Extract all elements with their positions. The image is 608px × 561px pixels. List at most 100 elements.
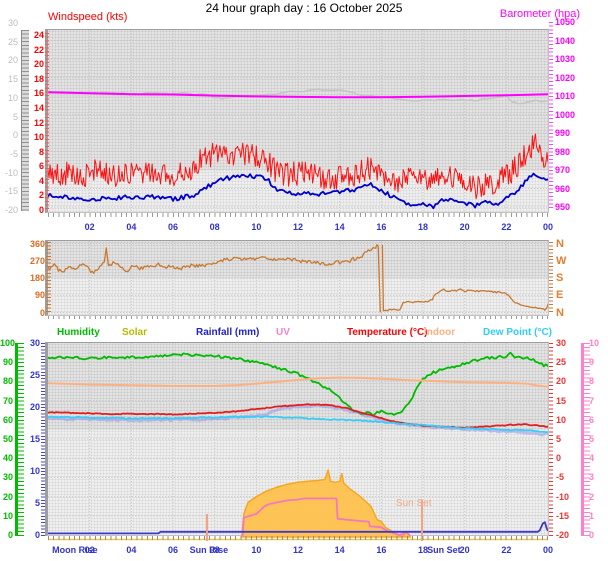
tick-strip-3 bbox=[46, 242, 51, 314]
sunset-annotation: Sun Set bbox=[395, 498, 432, 509]
tick-strip-4 bbox=[549, 242, 553, 314]
tick-strip-8 bbox=[581, 343, 590, 536]
axis-label-temp_right: -20 bbox=[556, 530, 570, 540]
axis-label-uv_right: 2 bbox=[589, 491, 595, 502]
axis-label-secondary_left: 25 bbox=[7, 36, 18, 47]
axis-label-wind_left: 4 bbox=[38, 175, 44, 186]
axis-label-rain_left: 30 bbox=[29, 338, 40, 348]
axis-label-rain_left: 15 bbox=[29, 434, 40, 444]
axis-label-wind_left: 10 bbox=[33, 132, 44, 143]
tick-strip-0 bbox=[21, 30, 30, 211]
legend-item-humidity: Humidity bbox=[57, 327, 100, 338]
hour-label: 22 bbox=[501, 222, 512, 232]
axis-label-baro_right: 990 bbox=[555, 128, 571, 138]
axis-label-secondary_left: 15 bbox=[7, 74, 18, 85]
tick-strip-11 bbox=[48, 536, 548, 540]
axis-label-uv_right: 3 bbox=[589, 472, 595, 483]
axis-label-baro_right: 1030 bbox=[555, 54, 576, 64]
axis-label-uv_right: 4 bbox=[589, 453, 595, 464]
legend-item-temperature-c-: Temperature (°C) bbox=[347, 327, 428, 338]
axis-label-dir_left: 270 bbox=[29, 255, 45, 266]
axis-label-hum_left: 30 bbox=[2, 472, 13, 483]
axis-label-hum_left: 90 bbox=[2, 357, 13, 368]
axis-label-secondary_left: 0 bbox=[12, 130, 18, 141]
axis-label-secondary_left: -10 bbox=[4, 167, 18, 178]
axis-label-temp_right: 20 bbox=[556, 376, 567, 387]
hour-label: 14 bbox=[334, 545, 345, 555]
hour-label: 08 bbox=[209, 222, 220, 232]
axis-label-wind_left: 2 bbox=[38, 190, 44, 201]
axis-label-hum_left: 10 bbox=[2, 510, 13, 521]
hour-label: 10 bbox=[251, 222, 262, 232]
event-label-sun-rise: Sun Rise bbox=[189, 545, 229, 555]
hour-label: 04 bbox=[126, 545, 137, 555]
tick-strip-2 bbox=[549, 22, 553, 208]
axis-label-secondary_left: 30 bbox=[7, 18, 18, 28]
axis-label-hum_left: 80 bbox=[2, 376, 13, 387]
legend-item-uv: UV bbox=[276, 327, 290, 338]
hour-label: 12 bbox=[292, 545, 303, 555]
tick-strip-10 bbox=[48, 316, 548, 319]
axis-label-hum_left: 60 bbox=[2, 414, 13, 425]
tick-strip-9 bbox=[48, 213, 548, 217]
axis-label-uv_right: 7 bbox=[589, 395, 595, 406]
legend-item-rainfall-mm-: Rainfall (mm) bbox=[196, 327, 260, 338]
legend-item-indoor: Indoor bbox=[424, 327, 456, 338]
axis-label-dir_right: N bbox=[556, 306, 564, 319]
axis-label-hum_left: 50 bbox=[2, 434, 13, 444]
legend-item-dew-point-c-: Dew Point (°C) bbox=[483, 327, 552, 338]
axis-label-baro_right: 1000 bbox=[555, 109, 576, 120]
axis-label-temp_right: -15 bbox=[556, 510, 570, 521]
axis-label-hum_left: 100 bbox=[0, 338, 16, 348]
hour-label: 12 bbox=[292, 222, 303, 232]
axis-label-rain_left: 20 bbox=[29, 402, 40, 412]
page-title: 24 hour graph day : 16 October 2025 bbox=[205, 1, 403, 15]
axis-label-temp_right: 30 bbox=[556, 338, 567, 348]
axis-label-temp_right: -10 bbox=[556, 491, 570, 502]
axis-label-secondary_left: 10 bbox=[7, 92, 18, 103]
axis-label-uv_right: 10 bbox=[589, 338, 600, 348]
axis-label-hum_left: 40 bbox=[2, 453, 13, 464]
axis-label-wind_left: 22 bbox=[33, 44, 44, 55]
axis-label-secondary_left: -15 bbox=[4, 186, 18, 197]
windspeed-axis-title: Windspeed (kts) bbox=[48, 11, 128, 23]
axis-label-wind_left: 0 bbox=[38, 205, 44, 215]
event-label-moon-rise: Moon Rise bbox=[52, 545, 98, 555]
axis-label-secondary_left: 5 bbox=[12, 111, 18, 122]
axis-label-temp_right: 10 bbox=[556, 414, 567, 425]
hour-label: 00 bbox=[542, 222, 553, 232]
axis-label-baro_right: 1020 bbox=[555, 72, 576, 83]
tick-strip-1 bbox=[45, 33, 49, 211]
axis-label-dir_left: 360 bbox=[29, 238, 45, 249]
hour-label: 20 bbox=[459, 545, 470, 555]
axis-label-uv_right: 8 bbox=[589, 376, 595, 387]
axis-label-dir_right: W bbox=[556, 254, 567, 267]
axis-label-wind_left: 24 bbox=[33, 30, 44, 40]
hour-label: 14 bbox=[334, 222, 345, 232]
hour-label: 08 bbox=[209, 545, 220, 555]
axis-label-baro_right: 980 bbox=[555, 146, 571, 157]
axis-label-baro_right: 1040 bbox=[555, 35, 576, 46]
axis-label-wind_left: 18 bbox=[33, 73, 44, 84]
axis-label-baro_right: 1050 bbox=[555, 17, 576, 27]
axis-label-dir_right: N bbox=[556, 237, 564, 250]
axis-label-rain_left: 0 bbox=[34, 530, 40, 540]
tick-strip-6 bbox=[41, 343, 45, 536]
axis-label-temp_right: 5 bbox=[556, 434, 562, 444]
axis-label-dir_right: E bbox=[556, 289, 564, 302]
axis-label-secondary_left: -20 bbox=[4, 205, 18, 215]
axis-label-rain_left: 10 bbox=[29, 466, 40, 476]
axis-label-temp_right: 15 bbox=[556, 395, 567, 406]
hour-label: 22 bbox=[501, 545, 512, 555]
axis-label-temp_right: -5 bbox=[556, 472, 565, 483]
axis-label-rain_left: 25 bbox=[29, 370, 40, 380]
axis-label-secondary_left: 20 bbox=[7, 55, 18, 66]
axis-label-baro_right: 950 bbox=[555, 202, 571, 212]
axis-label-wind_left: 14 bbox=[33, 102, 44, 113]
hour-label: 18 bbox=[417, 222, 428, 232]
axis-label-baro_right: 960 bbox=[555, 183, 571, 194]
axis-label-dir_left: 180 bbox=[29, 273, 45, 283]
hour-label: 16 bbox=[376, 545, 387, 555]
axis-label-temp_right: 25 bbox=[556, 357, 567, 368]
